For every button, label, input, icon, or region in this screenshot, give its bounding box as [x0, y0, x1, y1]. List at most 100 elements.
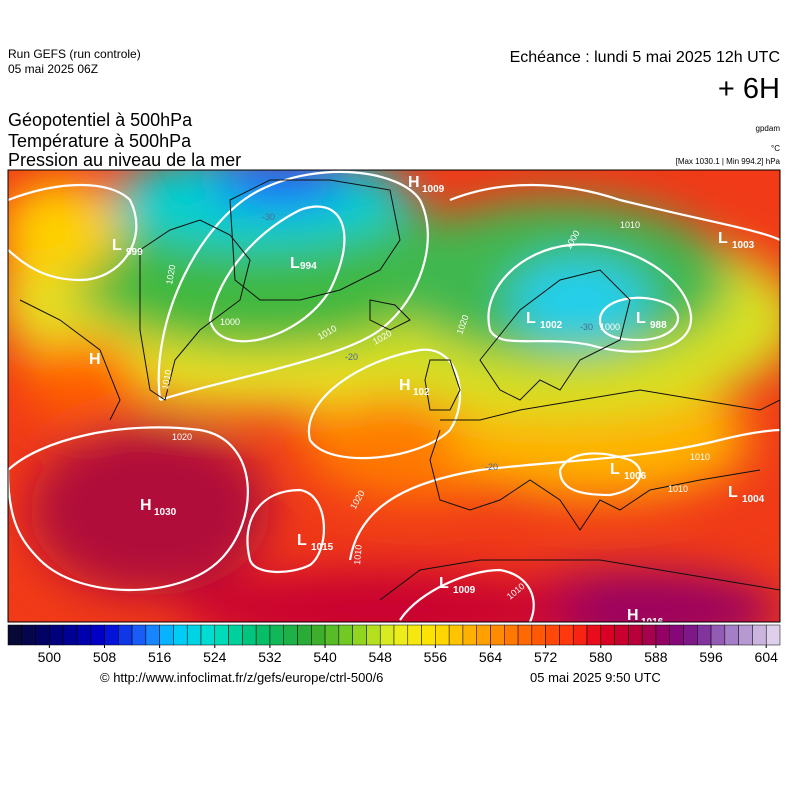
colorbar-cell — [669, 624, 684, 646]
center-type: L — [636, 310, 646, 327]
center-value: 999 — [126, 247, 143, 258]
center-value: 1015 — [311, 542, 334, 553]
colorbar-tick-label: 596 — [699, 649, 723, 665]
colorbar-cell — [62, 624, 78, 646]
generated-time: 05 mai 2025 9:50 UTC — [530, 670, 661, 685]
colorbar-cell — [614, 624, 629, 646]
colorbar-cell — [724, 624, 739, 646]
colorbar-cell — [214, 624, 229, 646]
colorbar-cell — [379, 624, 395, 646]
colorbar-cell — [697, 624, 712, 646]
center-type: L — [718, 230, 728, 247]
center-value: 1004 — [742, 494, 765, 505]
map: H 1009 L 999 L 994 L 1002 L 988 L 1003 H… — [8, 170, 780, 624]
colorbar-tick-label: 604 — [755, 649, 779, 665]
center-value: 1009 — [422, 184, 445, 195]
unit: [Max 1030.1 | Min 994.2] hPa — [676, 157, 781, 166]
run: Run GEFS (run controle) — [8, 47, 141, 61]
isobar-label: 1010 — [352, 544, 364, 565]
colorbar-cell — [366, 624, 381, 646]
center-type: H — [408, 174, 420, 191]
colorbar-cell — [200, 624, 216, 646]
colorbar-tick-label: 508 — [93, 649, 117, 665]
colorbar-cell — [572, 624, 588, 646]
colorbar-tick-label: 548 — [369, 649, 393, 665]
colorbar-cell — [131, 624, 147, 646]
colorbar-cell — [407, 624, 422, 646]
colorbar-cell — [324, 624, 340, 646]
colorbar-cell — [338, 624, 353, 646]
colorbar-cell — [297, 624, 312, 646]
colorbar-cell — [586, 624, 602, 646]
isotherm-label: -30 — [580, 322, 593, 332]
colorbar-tick-label: 532 — [258, 649, 282, 665]
center-value: 988 — [650, 320, 667, 331]
field: Géopotentiel à 500hPa — [8, 110, 193, 130]
center-type: L — [728, 484, 738, 501]
colorbar-cell — [393, 624, 409, 646]
center-type: H — [140, 497, 152, 514]
pressure-centers: H 1009 L 999 L 994 L 1002 L 988 L 1003 H… — [89, 174, 765, 624]
colorbar-cell — [655, 624, 670, 646]
colorbar-tick-label: 572 — [534, 649, 558, 665]
isotherm-label: -20 — [345, 352, 358, 362]
colorbar-cell — [462, 624, 477, 646]
colorbar-cell — [7, 624, 23, 646]
field: Pression au niveau de la mer — [8, 150, 241, 170]
center-value: 102 — [413, 387, 430, 398]
colorbar-cell — [545, 624, 560, 646]
colorbar-cell — [269, 624, 284, 646]
isobar-label: 1010 — [160, 369, 173, 390]
isotherm-label: -30 — [262, 212, 275, 222]
colorbar-cell — [765, 624, 781, 646]
colorbar-cell — [76, 624, 91, 646]
unit: °C — [771, 144, 780, 153]
center-type: L — [439, 575, 449, 592]
center-type: H — [89, 351, 101, 368]
isobar-label: 1020 — [172, 432, 192, 442]
colorbar-cell — [641, 624, 657, 646]
colorbar-cell — [283, 624, 298, 646]
colorbar-cell — [710, 624, 726, 646]
colorbar-cell — [738, 624, 753, 646]
colorbar-tick-label: 580 — [589, 649, 613, 665]
center-type: H — [627, 607, 639, 624]
center-value: 1002 — [540, 320, 563, 331]
colorbar-cell — [21, 624, 36, 646]
colorbar-cell — [559, 624, 574, 646]
colorbar-cell — [517, 624, 533, 646]
colorbar-cell — [255, 624, 271, 646]
colorbar-cell — [186, 624, 202, 646]
field: Température à 500hPa — [8, 131, 192, 151]
isobar-label: 1010 — [620, 220, 640, 230]
colorbar-cell — [118, 624, 133, 646]
colorbar-tick-label: 540 — [313, 649, 337, 665]
center-type: L — [526, 310, 536, 327]
isobar-label: 1010 — [690, 452, 710, 462]
isotherm-label: -20 — [485, 462, 498, 472]
center-type: L — [610, 461, 620, 478]
center-value: 1030 — [154, 507, 177, 518]
colorbar-tick-label: 588 — [644, 649, 668, 665]
colorbar-cell — [242, 624, 257, 646]
colorbar-cell — [49, 624, 64, 646]
center-type: L — [112, 237, 122, 254]
run-date: 05 mai 2025 06Z — [8, 62, 98, 76]
colorbar-cell — [531, 624, 546, 646]
isobar-label: 1000 — [220, 317, 240, 327]
center-value: 1009 — [453, 585, 476, 596]
valid-time: Echéance : lundi 5 mai 2025 12h UTC — [510, 49, 780, 66]
lead-time: + 6H — [718, 73, 780, 105]
colorbar-cell — [104, 624, 119, 646]
center-value: 1003 — [732, 240, 755, 251]
center-type: L — [297, 532, 307, 549]
colorbar-tick-label: 564 — [479, 649, 503, 665]
colorbar-cell — [683, 624, 698, 646]
colorbar-cell — [90, 624, 105, 646]
colorbar-cell — [421, 624, 436, 646]
colorbar-tick-label: 516 — [148, 649, 172, 665]
colorbar-cell — [476, 624, 491, 646]
colorbar-cell — [145, 624, 160, 646]
colorbar-cell — [352, 624, 367, 646]
